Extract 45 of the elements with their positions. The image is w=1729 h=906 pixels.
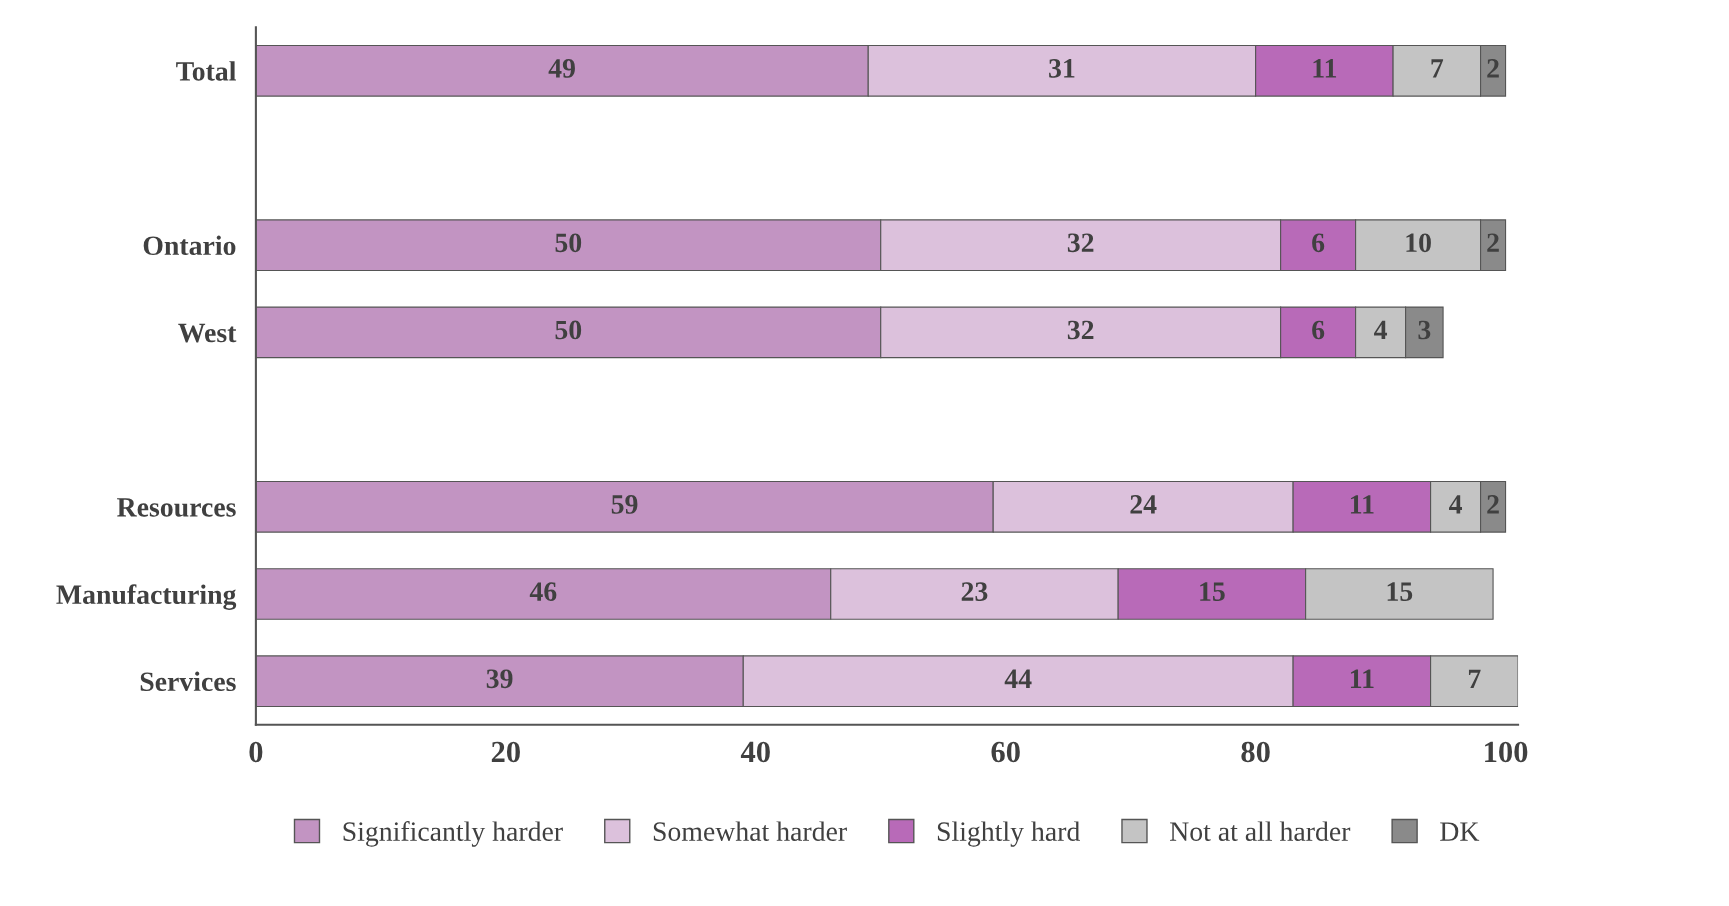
- data-label: 6: [1312, 320, 1325, 340]
- y-tick-label: Ontario: [143, 235, 236, 256]
- data-label: 4: [1449, 495, 1463, 514]
- x-tick-label: 60: [991, 741, 1020, 763]
- data-label: 44: [1004, 669, 1032, 688]
- x-tick-label: 100: [1485, 741, 1528, 763]
- data-label: 31: [1049, 59, 1075, 78]
- legend-label: Somewhat harder: [653, 821, 847, 841]
- data-label: 7: [1431, 59, 1444, 78]
- data-label: 11: [1350, 495, 1374, 514]
- data-label: 10: [1406, 233, 1431, 253]
- data-label: 6: [1312, 233, 1325, 253]
- y-tick-label: Resources: [117, 498, 236, 517]
- legend-label: Slightly hard: [937, 821, 1080, 847]
- data-label: 3: [1418, 320, 1431, 340]
- data-label: 32: [1067, 320, 1094, 340]
- y-tick-label: Total: [176, 61, 236, 81]
- data-label: 2: [1487, 233, 1499, 252]
- data-label: 50: [555, 320, 582, 340]
- legend-label: Not at all harder: [1170, 821, 1351, 841]
- data-label: 15: [1200, 582, 1225, 601]
- x-tick-label: 20: [491, 741, 520, 763]
- y-tick-label: Services: [140, 671, 236, 692]
- data-label: 32: [1067, 233, 1094, 253]
- x-tick-label: 40: [740, 741, 770, 763]
- data-label: 11: [1313, 59, 1337, 78]
- data-label: 4: [1374, 320, 1388, 340]
- data-label: 49: [548, 59, 575, 78]
- x-tick-label: 80: [1241, 741, 1270, 763]
- data-label: 11: [1350, 669, 1374, 688]
- y-tick-label: West: [178, 323, 237, 343]
- x-tick-label: 0: [249, 741, 263, 763]
- legend-label: DK: [1440, 822, 1480, 841]
- y-tick-label: Manufacturing: [56, 584, 237, 610]
- data-label: 2: [1487, 495, 1499, 514]
- data-label: 39: [486, 669, 513, 689]
- data-label: 59: [611, 495, 638, 514]
- data-label: 24: [1130, 495, 1157, 514]
- data-label: 15: [1387, 582, 1413, 601]
- legend-label: Significantly harder: [343, 821, 563, 847]
- data-label: 7: [1468, 669, 1481, 688]
- data-label: 46: [529, 582, 557, 601]
- data-label: 50: [555, 233, 582, 253]
- data-label: 2: [1487, 59, 1499, 78]
- data-label: 23: [961, 582, 988, 601]
